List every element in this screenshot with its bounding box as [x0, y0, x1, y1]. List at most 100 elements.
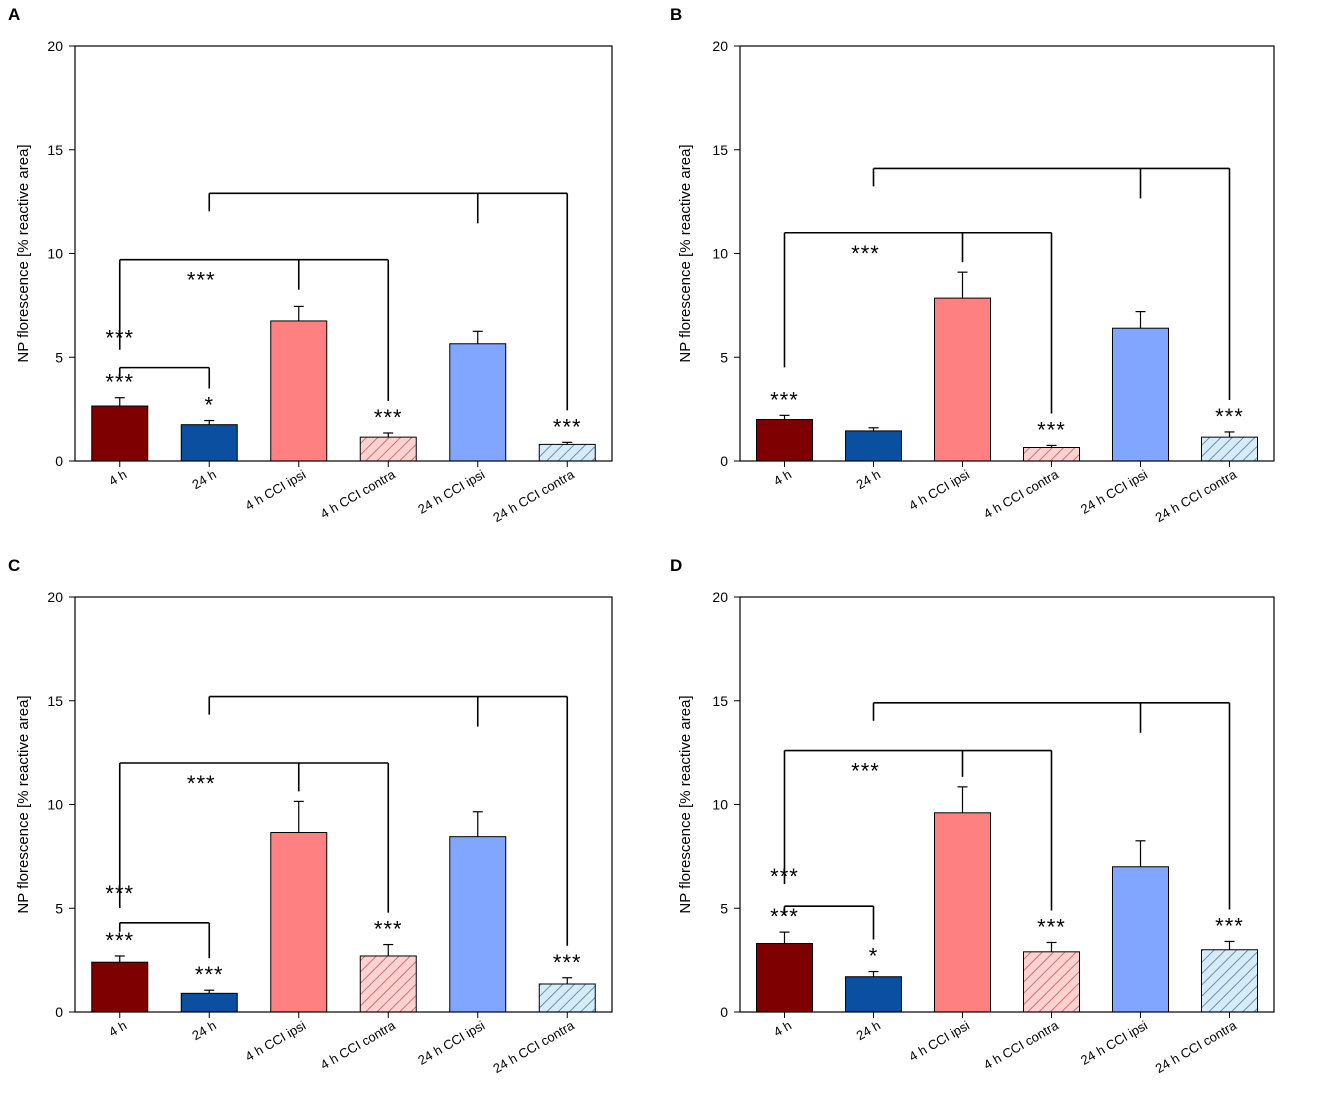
- bracket-label: ***: [851, 759, 880, 784]
- bar: [1112, 866, 1169, 1013]
- bar: [845, 976, 902, 1013]
- panel-label: D: [670, 556, 682, 575]
- y-tick-label: 15: [47, 142, 63, 158]
- y-tick-label: 15: [47, 693, 63, 709]
- y-tick-label: 15: [712, 142, 728, 158]
- y-tick-label: 0: [55, 1004, 63, 1020]
- bar: [180, 992, 238, 1013]
- chart-a: A NP florescence [% reactive area] 0 5 10 15 2…: [8, 5, 613, 525]
- bar: [538, 983, 596, 1013]
- panel-a: A NP florescence [% reactive area] 0 5 10 15 2…: [0, 0, 662, 550]
- plot-frame: [739, 45, 1275, 462]
- significance-bracket: [118, 258, 390, 401]
- y-tick-label: 5: [720, 349, 728, 365]
- significance-bracket: [783, 905, 875, 940]
- significance-bracket: [783, 749, 1053, 911]
- significance-label: ***: [553, 414, 582, 439]
- bar: [934, 812, 991, 1013]
- x-tick-label: 24 h: [189, 1018, 218, 1044]
- bar: [449, 343, 507, 462]
- panel-b: B NP florescence [% reactive area] 0 5 10 15 2…: [662, 0, 1324, 550]
- significance-bracket: [872, 702, 1231, 910]
- panel-label: C: [8, 556, 20, 575]
- y-tick-label: 20: [712, 38, 728, 54]
- significance-label: ***: [374, 405, 403, 430]
- x-tick-label: 24 h CCI ipsi: [1078, 1018, 1150, 1068]
- significance-label: ***: [1037, 914, 1066, 939]
- chart-d: D NP florescence [% reactive area] 0 5 10 15 2…: [670, 556, 1275, 1076]
- bar: [538, 443, 596, 462]
- plot-frame: [739, 596, 1275, 1013]
- bracket-label: ***: [187, 771, 216, 796]
- significance-label: ***: [1037, 417, 1066, 442]
- bar: [1023, 951, 1080, 1013]
- significance-bracket: [118, 762, 390, 913]
- y-tick-label: 10: [712, 246, 728, 262]
- y-tick-label: 5: [720, 900, 728, 916]
- x-tick-label: 4 h: [771, 467, 794, 489]
- chart-b: B NP florescence [% reactive area] 0 5 10 15 2…: [670, 5, 1275, 525]
- x-tick-label: 24 h CCI contra: [1153, 466, 1240, 525]
- y-tick-label: 20: [47, 589, 63, 605]
- bar: [270, 320, 328, 462]
- bar: [1201, 436, 1258, 462]
- significance-bracket: [783, 231, 1053, 414]
- bar: [359, 955, 417, 1013]
- plot-frame: [74, 596, 613, 1013]
- panel-c: C NP florescence [% reactive area] 0 5 10 15 2…: [0, 551, 662, 1101]
- significance-bracket: [208, 695, 569, 946]
- significance-label: ***: [374, 917, 403, 942]
- y-axis-label: NP florescence [% reactive area]: [15, 144, 32, 362]
- y-tick-label: 0: [720, 453, 728, 469]
- x-tick-label: 24 h CCI ipsi: [1078, 467, 1150, 517]
- plot-frame: [74, 45, 613, 462]
- chart-c: C NP florescence [% reactive area] 0 5 10 15 2…: [8, 556, 613, 1076]
- significance-label: ***: [770, 387, 799, 412]
- y-tick-label: 10: [47, 797, 63, 813]
- y-tick-label: 5: [55, 349, 63, 365]
- x-tick-label: 24 h CCI ipsi: [415, 467, 487, 517]
- x-tick-label: 4 h CCI ipsi: [243, 467, 309, 514]
- x-tick-label: 24 h CCI contra: [490, 1017, 577, 1076]
- x-tick-label: 4 h: [106, 467, 129, 489]
- significance-label: ***: [1215, 404, 1244, 429]
- y-tick-label: 20: [712, 589, 728, 605]
- x-tick-label: 4 h CCI ipsi: [906, 467, 972, 514]
- bar: [359, 436, 417, 462]
- bar: [756, 419, 813, 462]
- panel-label: B: [670, 5, 682, 24]
- x-tick-label: 4 h: [771, 1018, 794, 1040]
- x-tick-label: 4 h CCI contra: [318, 1017, 399, 1072]
- x-tick-label: 24 h: [854, 1018, 883, 1044]
- bar: [845, 430, 902, 462]
- bar: [1112, 327, 1169, 462]
- x-tick-label: 4 h CCI contra: [981, 1017, 1062, 1072]
- y-axis-label: NP florescence [% reactive area]: [677, 695, 694, 913]
- y-tick-label: 0: [720, 1004, 728, 1020]
- bar: [270, 832, 328, 1013]
- y-tick-label: 10: [712, 797, 728, 813]
- bar: [756, 943, 813, 1013]
- x-tick-label: 4 h: [106, 1018, 129, 1040]
- significance-bracket: [872, 167, 1231, 400]
- y-axis-label: NP florescence [% reactive area]: [15, 695, 32, 913]
- y-tick-label: 10: [47, 246, 63, 262]
- bar: [449, 836, 507, 1013]
- significance-label: *: [204, 393, 214, 418]
- x-tick-label: 24 h CCI contra: [1153, 1017, 1240, 1076]
- x-tick-label: 4 h CCI contra: [318, 466, 399, 521]
- y-tick-label: 0: [55, 453, 63, 469]
- x-tick-label: 24 h: [189, 467, 218, 493]
- x-tick-label: 4 h CCI ipsi: [906, 1018, 972, 1065]
- significance-label: ***: [105, 928, 134, 953]
- significance-label: ***: [1215, 913, 1244, 938]
- bar: [1201, 949, 1258, 1013]
- bracket-label: ***: [851, 241, 880, 266]
- bar: [180, 424, 238, 462]
- x-tick-label: 24 h: [854, 467, 883, 493]
- bar: [91, 961, 149, 1013]
- significance-bracket: [118, 366, 211, 389]
- y-axis-label: NP florescence [% reactive area]: [677, 144, 694, 362]
- bar: [91, 405, 149, 462]
- significance-bracket: [208, 192, 569, 411]
